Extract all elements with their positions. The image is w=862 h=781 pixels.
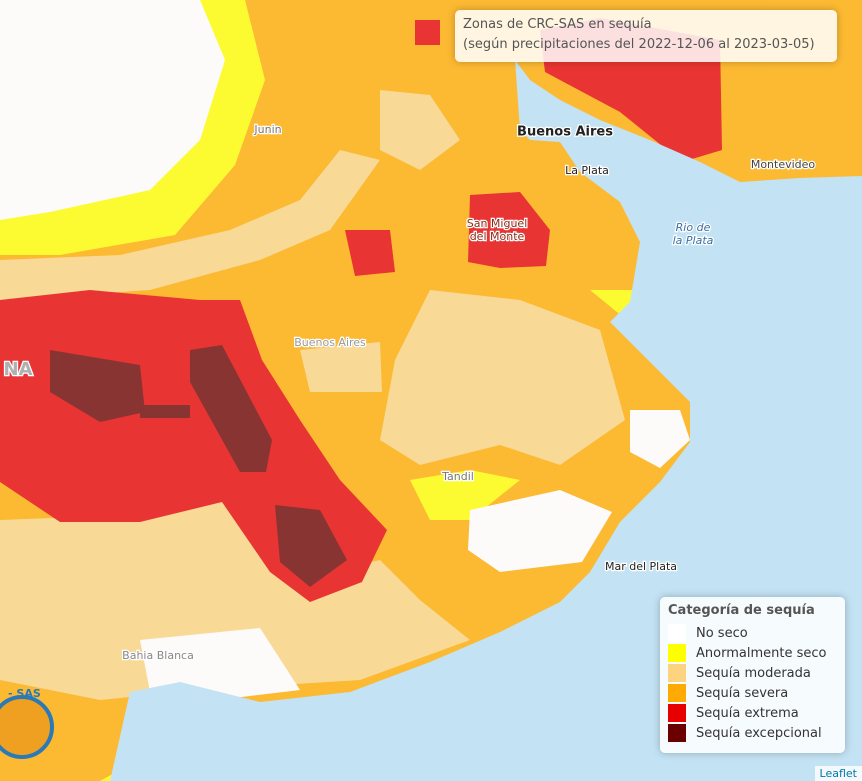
place-label: Junin xyxy=(253,123,281,136)
legend-swatch xyxy=(668,684,686,702)
legend-item: No seco xyxy=(668,623,837,643)
title-box: Zonas de CRC-SAS en sequía (según precip… xyxy=(455,10,837,62)
legend-label: Anormalmente seco xyxy=(696,645,827,661)
legend: Categoría de sequía No seco Anormalmente … xyxy=(660,597,845,753)
logo xyxy=(0,695,54,759)
place-label: Tandil xyxy=(441,470,474,483)
legend-item: Sequía severa xyxy=(668,683,837,703)
legend-swatch xyxy=(668,664,686,682)
legend-item: Sequía extrema xyxy=(668,703,837,723)
legend-item: Sequía moderada xyxy=(668,663,837,683)
legend-label: Sequía excepcional xyxy=(696,725,822,741)
legend-label: Sequía severa xyxy=(696,685,789,701)
attribution[interactable]: Leaflet xyxy=(814,766,862,781)
place-label: Buenos Aires xyxy=(294,336,366,349)
place-label: San Miguel xyxy=(467,217,528,230)
place-label: la Plata xyxy=(673,234,714,247)
place-label: Mar del Plata xyxy=(605,560,677,573)
legend-swatch xyxy=(668,624,686,642)
place-label: Buenos Aires xyxy=(517,125,613,140)
place-label: NA xyxy=(4,359,33,380)
logo-text: - SAS xyxy=(8,687,41,700)
place-label: Rio de xyxy=(676,221,711,234)
legend-swatch xyxy=(668,704,686,722)
legend-swatch xyxy=(668,644,686,662)
subtitle: (según precipitaciones del 2022-12-06 al… xyxy=(463,37,815,52)
legend-label: Sequía moderada xyxy=(696,665,811,681)
legend-item: Sequía excepcional xyxy=(668,723,837,743)
place-label: Bahia Blanca xyxy=(122,649,194,662)
legend-swatch xyxy=(668,724,686,742)
place-label: Montevideo xyxy=(751,158,816,171)
legend-item: Anormalmente seco xyxy=(668,643,837,663)
title: Zonas de CRC-SAS en sequía xyxy=(463,17,652,32)
legend-title: Categoría de sequía xyxy=(668,603,815,618)
legend-label: Sequía extrema xyxy=(696,705,799,721)
place-label: del Monte xyxy=(470,230,525,243)
place-label: La Plata xyxy=(565,164,609,177)
legend-label: No seco xyxy=(696,625,748,641)
